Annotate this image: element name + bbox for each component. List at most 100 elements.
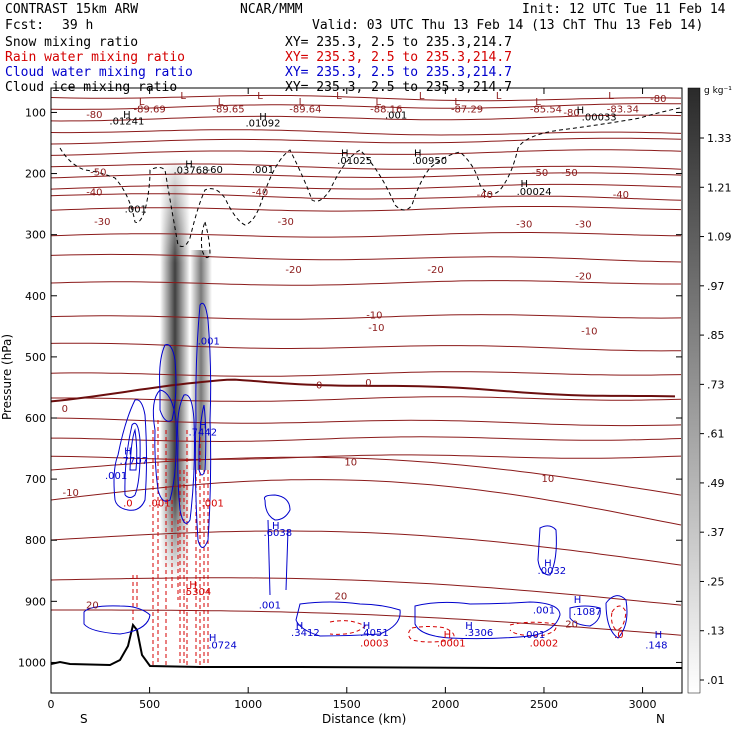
contour-label: .00033 (582, 112, 617, 123)
contour-label: .5304 (183, 587, 212, 598)
cloud-water-contours (83, 302, 628, 640)
temperature-contour (51, 530, 682, 566)
cloud-water-contour (152, 389, 177, 502)
contour-label: H (520, 179, 528, 190)
contour-label: 0 (316, 381, 322, 392)
rain-contour (152, 420, 167, 665)
contour-label: -83.34 (607, 104, 639, 115)
colorbar-tick-label: .13 (707, 625, 725, 638)
contour-label: H (272, 521, 280, 532)
contour-label: -85.54 (530, 104, 562, 115)
contour-label: -50 (532, 168, 548, 179)
colorbar-tick-label: .01 (707, 674, 725, 687)
field-xy-rain: XY= 235.3, 2.5 to 235.3,214.7 (285, 50, 512, 65)
temperature-contour (51, 114, 682, 122)
cloud-ice-contour (59, 107, 681, 247)
x-tick-label: 0 (48, 698, 55, 711)
contour-label: H (363, 621, 371, 632)
contour-label: 20 (565, 620, 578, 631)
contour-label: H (414, 148, 422, 159)
contour-label: L (218, 97, 224, 108)
contour-label: L (608, 91, 614, 102)
field-label-cloudwater: Cloud water mixing ratio (5, 65, 193, 80)
contour-label: H (185, 159, 193, 170)
x-tick-label: 1000 (234, 698, 262, 711)
contour-label: -80 (563, 108, 579, 119)
x-end-label: N (656, 712, 665, 726)
contour-label: H (465, 621, 473, 632)
contour-label: .1087 (573, 607, 602, 618)
contour-label: .6038 (263, 528, 292, 539)
y-tick-label: 800 (25, 534, 46, 547)
contour-label: .0002 (530, 639, 559, 650)
rain-contour (329, 620, 366, 635)
temperature-contour (51, 193, 682, 201)
temperature-contour (51, 417, 682, 427)
colorbar-tick-label: .49 (707, 477, 725, 490)
cloud-water-contour (83, 605, 151, 635)
x-tick-label: 2500 (530, 698, 558, 711)
contour-label: .0032 (538, 566, 567, 577)
temperature-contour (51, 206, 682, 212)
colorbar (687, 87, 701, 694)
contour-label: H (124, 447, 132, 458)
colorbar-tick-label: 1.21 (707, 181, 732, 194)
snow-fade (155, 158, 215, 578)
contour-label: .001 (252, 165, 274, 176)
temperature-contour (51, 103, 682, 110)
contour-label: .0 (614, 630, 624, 641)
temperature-contour (51, 172, 682, 179)
temperature-contour (51, 253, 682, 263)
contour-label: L (139, 97, 145, 108)
temperature-contour (51, 232, 682, 238)
contour-label: .001 (105, 471, 127, 482)
y-axis-label: Pressure (hPa) (0, 333, 15, 421)
contour-label: -89.69 (133, 104, 165, 115)
temperature-contour (51, 94, 682, 102)
contour-label: .00950 (412, 156, 447, 167)
contour-label: -40 (613, 190, 629, 201)
contour-label: .001 (259, 601, 281, 612)
colorbar-tick-label: .37 (707, 526, 725, 539)
temperature-contour (51, 183, 682, 190)
temperature-contour (51, 314, 682, 320)
contour-label: -89.64 (289, 104, 321, 115)
rain-contour (408, 626, 455, 643)
x-start-label: S (80, 712, 88, 726)
contour-label: .0001 (437, 639, 466, 650)
contour-label: -50 (90, 167, 106, 178)
cloud-water-contour (414, 601, 561, 640)
field-label-rain: Rain water mixing ratio (5, 50, 186, 65)
rain-contours (132, 420, 627, 665)
contour-label: .7442 (189, 428, 218, 439)
temperature-contour (51, 454, 682, 460)
temperature-contour (51, 479, 682, 526)
contour-label: -10 (63, 488, 79, 499)
contour-label: .7707 (119, 456, 148, 467)
y-tick-label: 100 (25, 106, 46, 119)
contour-label: -20 (285, 265, 301, 276)
contour-label: 0 (365, 378, 371, 389)
field-xy-snow: XY= 235.3, 2.5 to 235.3,214.7 (285, 35, 512, 50)
contour-label: .01092 (245, 119, 280, 130)
contour-label: -80 (650, 94, 666, 105)
rain-contour (179, 430, 188, 665)
temperature-contours (51, 94, 682, 669)
cloud-ice-contours (59, 107, 681, 259)
contour-label: H (341, 148, 349, 159)
cloud-water-contour (177, 394, 195, 524)
contour-label: L (299, 97, 305, 108)
rain-contour (171, 500, 179, 600)
temperature-contour (51, 149, 682, 156)
contour-label: -60 (206, 165, 222, 176)
contour-label: .0 (123, 499, 133, 510)
contour-label: -40 (86, 188, 102, 199)
cloud-water-contour (537, 525, 557, 576)
contour-label: H (574, 595, 582, 606)
contour-label: .001 (148, 499, 170, 510)
temperature-contour (51, 396, 682, 402)
colorbar-tick-label: .73 (707, 378, 725, 391)
y-tick-label: 700 (25, 473, 46, 486)
contour-label: .3306 (465, 628, 494, 639)
contour-label: L (419, 91, 425, 102)
